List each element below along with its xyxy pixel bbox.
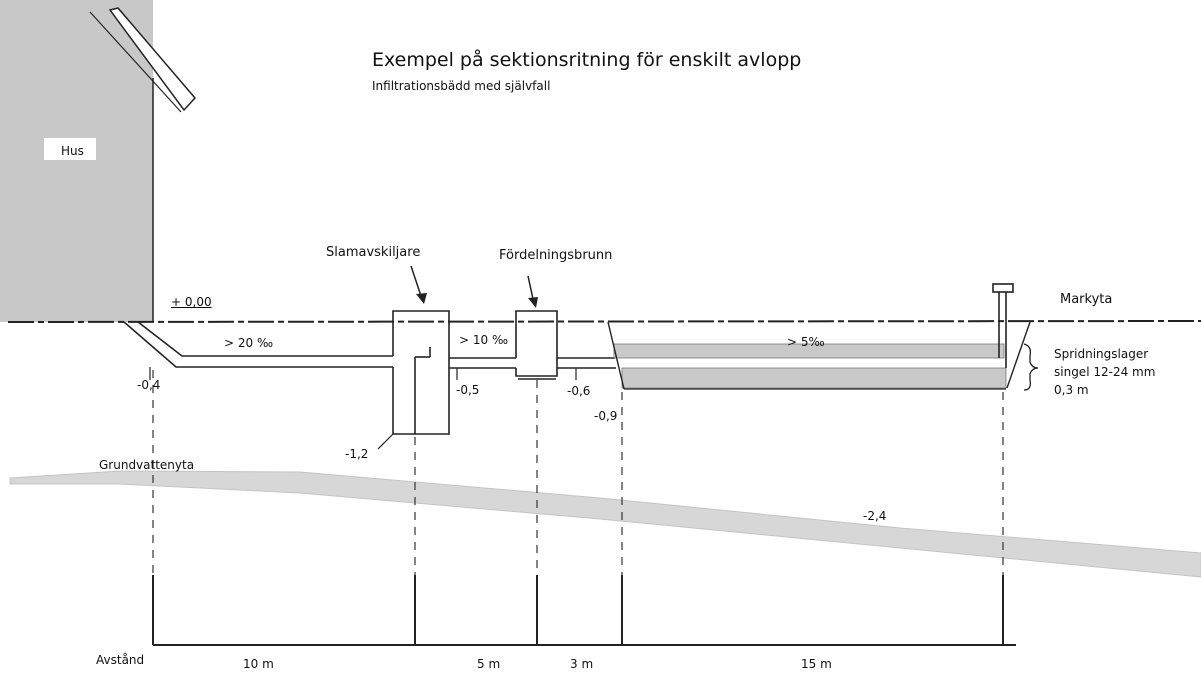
distance-axis-label: Avstånd (96, 653, 145, 667)
tick-level-tank-bottom (377, 433, 394, 450)
slope-second: > 10 ‰ (459, 333, 509, 347)
slope-bed: > 5‰ (787, 335, 825, 349)
level-groundwater: -2,4 (863, 509, 887, 523)
bed-slope-right (1006, 321, 1031, 389)
pipe-1-bottom (123, 321, 393, 368)
groundwater-band (9, 470, 1201, 578)
septic-tank-arrowhead (416, 293, 427, 304)
distribution-well-label: Fördelningsbrunn (499, 248, 613, 263)
house-roof-beam (108, 7, 197, 112)
house-roof-line (89, 11, 182, 113)
septic-tank-outline (392, 310, 450, 435)
ground-surface-label: Markyta (1060, 292, 1113, 307)
spreading-layer-line-3: 0,3 m (1054, 383, 1089, 397)
distance-segment-2: 5 m (477, 657, 501, 671)
projection-lines (152, 370, 1004, 575)
level-pipe-start: -0,4 (137, 378, 161, 392)
level-tank-outlet: -0,5 (456, 383, 480, 397)
level-bed-bottom: -0,9 (594, 409, 618, 423)
level-tank-bottom: -1,2 (345, 447, 369, 461)
diagram-title: Exempel på sektionsritning för enskilt a… (372, 49, 802, 71)
spreading-layer-line-2: singel 12-24 mm (1054, 365, 1156, 379)
house-wall (0, 0, 153, 322)
septic-tank-arrow (410, 265, 422, 297)
pipe-1-top (137, 321, 393, 357)
distribution-well-outline (515, 310, 558, 377)
distribution-well-arrow (527, 275, 534, 300)
distance-axis-verticals (152, 575, 1004, 645)
distance-segment-1: 10 m (243, 657, 274, 671)
groundwater-label: Grundvattenyta (99, 458, 195, 472)
slope-first: > 20 ‰ (224, 336, 274, 350)
gravel-lower (621, 367, 1007, 389)
gravel-upper (613, 343, 1005, 359)
house-label: Hus (61, 144, 84, 158)
distance-segment-4: 15 m (801, 657, 832, 671)
bed-slope-left (607, 321, 625, 390)
house-label-box (44, 138, 96, 160)
septic-tank-label: Slamavskiljare (326, 245, 421, 260)
vent-pipe-cap (992, 283, 1014, 293)
distance-segment-3: 3 m (570, 657, 594, 671)
ground-surface-line (7, 320, 1201, 323)
spreading-layer-line-1: Spridningslager (1054, 347, 1149, 361)
distribution-well-arrowhead (528, 297, 538, 308)
level-zero: + 0,00 (171, 295, 212, 309)
spreading-layer-brace (1023, 343, 1039, 391)
diagram-subtitle: Infiltrationsbädd med självfall (372, 79, 551, 93)
level-well-outlet: -0,6 (567, 384, 591, 398)
